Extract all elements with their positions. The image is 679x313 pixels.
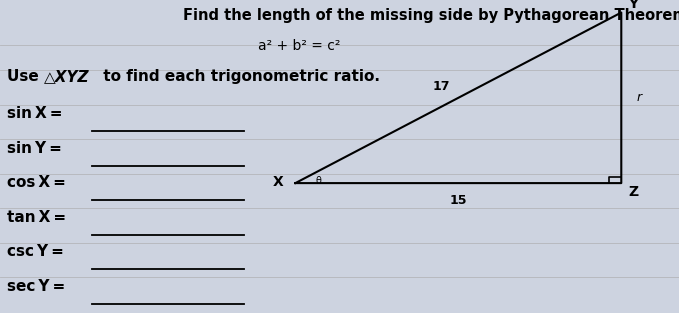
Text: sin Y =: sin Y = (7, 141, 62, 156)
Text: 17: 17 (433, 80, 450, 93)
Text: a² + b² = c²: a² + b² = c² (258, 39, 340, 53)
Text: Y: Y (628, 0, 638, 11)
Text: X: X (272, 175, 283, 188)
Text: Find the length of the missing side by Pythagorean Theorem.: Find the length of the missing side by P… (183, 8, 679, 23)
Text: Use: Use (7, 69, 43, 85)
Text: Z: Z (628, 185, 638, 199)
Text: csc Y =: csc Y = (7, 244, 64, 259)
Text: △XYZ: △XYZ (44, 69, 90, 85)
Text: sec Y =: sec Y = (7, 279, 65, 294)
Text: r: r (636, 91, 642, 104)
Text: θ: θ (316, 176, 322, 186)
Text: to find each trigonometric ratio.: to find each trigonometric ratio. (98, 69, 380, 85)
Text: 15: 15 (449, 194, 467, 207)
Text: tan X =: tan X = (7, 210, 66, 225)
Text: sin X =: sin X = (7, 106, 62, 121)
Text: cos X =: cos X = (7, 175, 66, 190)
